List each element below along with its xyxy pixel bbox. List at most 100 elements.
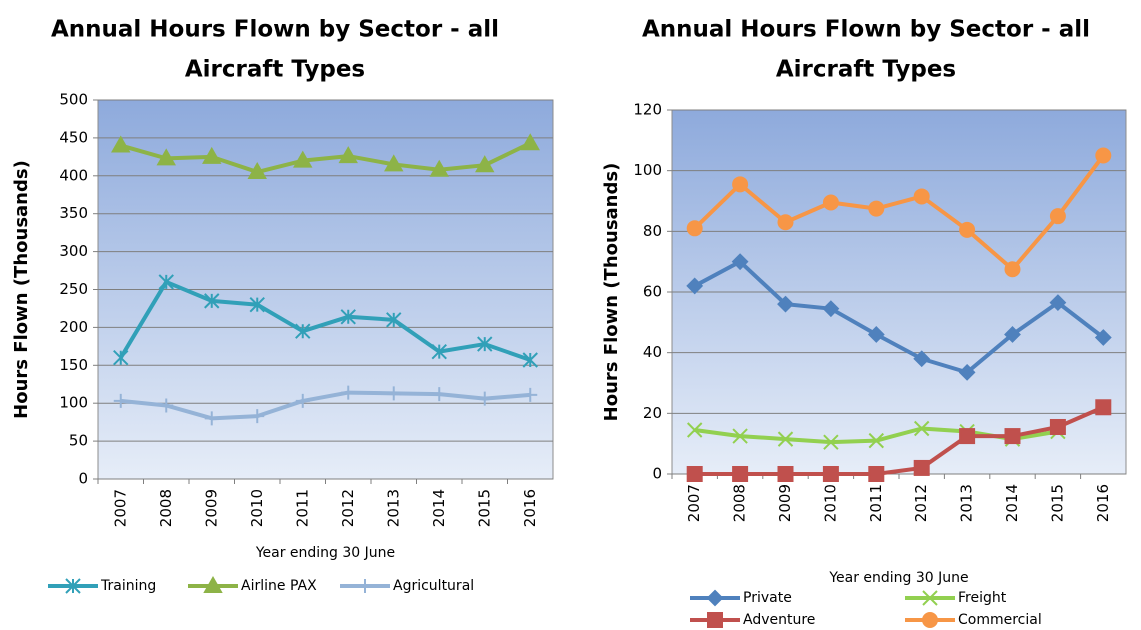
x-tick-label: 2007 [685,484,703,522]
marker [913,350,931,368]
marker [732,176,749,193]
marker [520,133,540,151]
legend-label: Agricultural [393,578,474,594]
marker [340,309,356,325]
legend-marker [203,575,223,593]
marker [247,161,267,180]
y-tick-label: 350 [59,204,88,222]
y-axis-title: Hours Flown (Thousands) [11,160,32,419]
y-tick-label: 250 [59,280,88,298]
legend-marker [922,612,938,628]
y-tick-label: 450 [59,128,88,146]
series-line [120,141,532,175]
series-line [694,405,1105,476]
marker [293,150,313,168]
marker [477,391,492,406]
marker [686,466,703,482]
chart: Annual Hours Flown by Sector - all Aircra… [601,17,1127,628]
x-tick-label: 2008 [157,489,175,527]
y-tick-label: 200 [59,318,88,336]
y-tick-label: 150 [59,356,88,374]
y-tick-label: 40 [643,343,662,361]
marker [777,295,794,313]
marker [1004,326,1021,343]
legend-marker [65,578,81,594]
y-tick-label: 60 [643,283,662,301]
legend-marker [922,590,938,606]
y-tick-label: 100 [633,161,662,179]
y-tick-label: 50 [69,432,88,450]
y-tick-label: 20 [643,404,662,422]
x-tick-label: 2012 [912,484,930,522]
marker [1004,428,1021,445]
chart: Annual Hours Flown by Sector - all Aircra… [11,17,554,594]
marker [1049,418,1066,435]
marker [777,466,794,482]
marker [959,428,976,445]
series-line [693,259,1105,375]
marker [523,387,538,402]
x-tick-label: 2014 [1003,484,1021,522]
marker [868,432,885,449]
marker [156,148,176,166]
marker [868,200,885,217]
marker [295,323,311,339]
x-tick-label: 2009 [202,489,220,527]
marker [707,612,723,628]
marker [1095,399,1112,416]
x-tick-label: 2015 [475,489,493,527]
marker [686,220,703,237]
legend-label: Commercial [958,612,1042,628]
marker [868,466,885,482]
marker [732,466,749,482]
marker [823,434,839,450]
marker [111,135,131,153]
legend-marker [358,579,372,593]
x-axis-title: Year ending 30 June [255,545,395,561]
y-tick-label: 120 [633,101,662,119]
marker [358,579,372,593]
marker [913,188,930,205]
y-tick-label: 100 [59,394,88,412]
marker [475,155,495,173]
marker [1095,147,1112,164]
x-tick-label: 2016 [1094,484,1112,522]
marker [159,398,174,413]
marker [204,411,219,426]
chart-title: Annual Hours Flown by Sector - all [642,17,1090,43]
x-tick-label: 2013 [958,484,976,522]
y-tick-label: 400 [59,166,88,184]
marker [386,386,401,401]
legend-marker [706,589,724,607]
marker [338,146,358,164]
legend-label: Training [100,578,156,594]
y-tick-label: 300 [59,242,88,260]
marker [429,159,449,177]
marker [913,459,930,476]
y-tick-label: 0 [652,465,662,483]
x-tick-label: 2008 [731,484,749,522]
marker [1049,294,1067,312]
x-tick-label: 2013 [384,489,402,527]
marker [65,578,81,594]
marker [686,422,703,438]
marker [522,352,538,368]
legend-label: Private [743,590,792,606]
legend-marker [707,612,723,628]
x-tick-label: 2011 [867,484,885,522]
legend-label: Airline PAX [241,578,317,594]
x-tick-label: 2011 [293,489,311,527]
marker [822,300,840,318]
y-tick-label: 80 [643,222,662,240]
marker [822,194,839,211]
marker [250,409,265,424]
marker [922,590,938,606]
marker [341,385,356,400]
y-axis-title: Hours Flown (Thousands) [601,163,622,422]
marker [867,326,885,343]
series-line [119,279,531,362]
legend-label: Freight [958,590,1007,606]
marker [731,253,749,271]
marker [1004,261,1021,278]
x-tick-label: 2016 [521,489,539,527]
